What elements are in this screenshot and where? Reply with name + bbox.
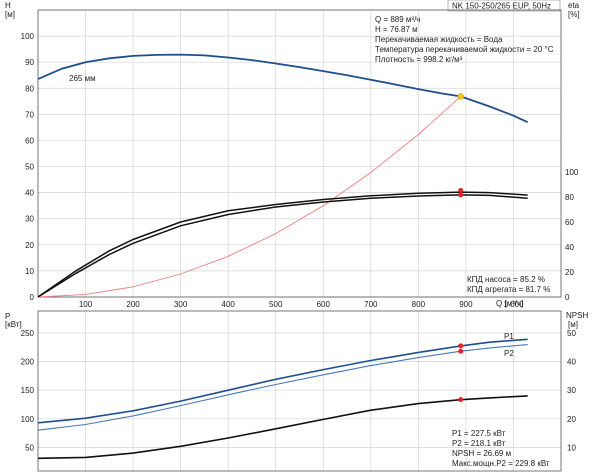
max-power-text: Макс.мощн.P2 = 229.8 кВт — [452, 459, 550, 468]
flow-tick-label: 300 — [174, 300, 188, 309]
efficiency-point-marker — [458, 188, 464, 193]
head-axis-unit: [м] — [5, 10, 15, 19]
head-tick-label: 30 — [25, 215, 34, 224]
p2-value-text: P2 = 218.1 кВт — [452, 439, 506, 448]
unit-efficiency-text: КПД агрегата = 81.7 % — [467, 285, 550, 294]
power-tick-label: 150 — [21, 386, 35, 395]
npsh-tick-label: 30 — [567, 386, 576, 395]
eta-tick-label: 40 — [565, 243, 574, 252]
npsh-value-text: NPSH = 26.69 м — [452, 449, 511, 458]
power-tick-label: 100 — [21, 415, 35, 424]
info-density: Плотность = 998.2 кг/м³ — [375, 55, 463, 64]
pump-efficiency-text: КПД насоса = 85.2 % — [467, 275, 545, 284]
power-tick-label: 50 — [25, 443, 34, 452]
p1-value-text: P1 = 227.5 кВт — [452, 429, 506, 438]
head-tick-label: 90 — [25, 58, 34, 67]
p2-curve — [37, 344, 528, 431]
head-tick-label: 60 — [25, 136, 34, 145]
eta-tick-label: 60 — [565, 218, 574, 227]
info-temperature: Температура перекачиваемой жидкости = 20… — [375, 45, 554, 54]
flow-tick-label: 200 — [126, 300, 140, 309]
power-axis-unit: [кВт] — [5, 320, 22, 329]
head-tick-label: 50 — [25, 163, 34, 172]
head-curve — [37, 53, 529, 124]
info-flow: Q = 889 м³/ч — [375, 15, 420, 24]
unit-efficiency-curve — [37, 194, 528, 298]
lower-plot-frame — [37, 310, 562, 472]
p1-series-label: P1 — [504, 332, 514, 341]
efficiency-point-marker — [458, 192, 464, 198]
x-axis-label: Q [м³/ч] — [496, 299, 523, 308]
eta-tick-label: 100 — [565, 168, 579, 177]
p1-curve — [37, 338, 528, 424]
flow-tick-label: 1 000 — [503, 300, 524, 309]
head-tick-label: 10 — [25, 267, 34, 276]
npsh-axis-unit: [м] — [568, 320, 578, 329]
eta-axis-label: eta — [568, 1, 580, 10]
p1-point-marker — [458, 343, 464, 349]
head-axis-label: H — [5, 1, 11, 10]
head-tick-label: 40 — [25, 189, 34, 198]
flow-tick-label: 400 — [222, 300, 236, 309]
power-axis-label: P — [5, 312, 10, 321]
info-head: H = 76.87 м — [375, 25, 418, 34]
head-tick-label: 0 — [30, 293, 35, 302]
head-tick-label: 70 — [25, 110, 34, 119]
power-tick-label: 250 — [21, 329, 35, 338]
npsh-tick-label: 50 — [567, 329, 576, 338]
npsh-tick-label: 20 — [567, 415, 576, 424]
title-box — [447, 0, 561, 12]
npsh-point-marker — [458, 397, 464, 403]
upper-plot-frame — [37, 9, 562, 298]
p2-series-label: P2 — [504, 349, 514, 358]
npsh-tick-label: 40 — [567, 358, 576, 367]
eta-tick-label: 20 — [565, 268, 574, 277]
flow-tick-label: 900 — [459, 300, 473, 309]
flow-tick-label: 500 — [269, 300, 283, 309]
flow-tick-label: 800 — [412, 300, 426, 309]
info-fluid: Перекачиваемая жидкость = Вода — [375, 35, 503, 44]
head-tick-label: 80 — [25, 84, 34, 93]
p2-point-marker — [458, 348, 464, 354]
impeller-curve-label: 265 мм — [69, 74, 96, 83]
npsh-tick-label: 10 — [567, 443, 576, 452]
head-tick-label: 100 — [21, 32, 35, 41]
head-tick-label: 20 — [25, 241, 34, 250]
system-curve — [37, 96, 462, 298]
eta-tick-label: 80 — [565, 193, 574, 202]
npsh-axis-label: NPSH — [566, 311, 588, 320]
chart-title: NK 150-250/265 EUP, 50Hz — [452, 2, 551, 11]
flow-tick-label: 100 — [79, 300, 93, 309]
power-tick-label: 200 — [21, 358, 35, 367]
flow-tick-label: 600 — [317, 300, 331, 309]
eta-axis-unit: [%] — [568, 10, 580, 19]
flow-tick-label: 700 — [364, 300, 378, 309]
operating-point-marker — [457, 93, 464, 100]
eta-tick-label: 0 — [565, 293, 570, 302]
npsh-curve — [37, 395, 528, 460]
